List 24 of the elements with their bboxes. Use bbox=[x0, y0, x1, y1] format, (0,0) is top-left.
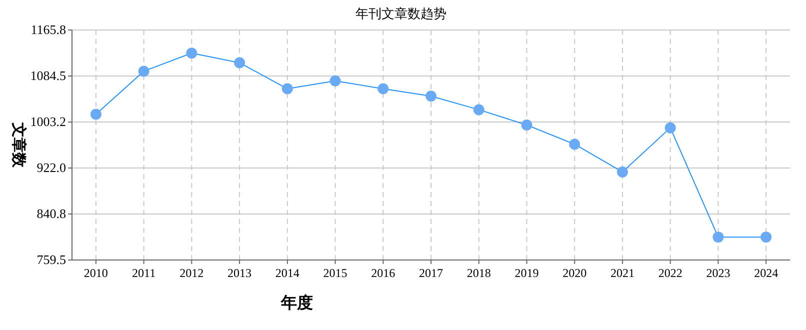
x-tick-label: 2010 bbox=[84, 266, 108, 280]
x-tick-label: 2022 bbox=[658, 266, 682, 280]
y-tick-label: 1003.2 bbox=[30, 114, 66, 130]
x-tick-label: 2020 bbox=[562, 266, 587, 280]
x-tick-label: 2014 bbox=[275, 266, 300, 280]
y-tick-label: 840.8 bbox=[36, 206, 66, 221]
y-tick-label: 1084.5 bbox=[30, 68, 66, 84]
x-tick-label: 2012 bbox=[180, 266, 204, 280]
x-tick-label: 2021 bbox=[610, 266, 634, 280]
x-tick-label: 2018 bbox=[466, 266, 491, 280]
x-tick-label: 2011 bbox=[132, 266, 156, 280]
y-tick-label: 759.5 bbox=[36, 252, 66, 267]
x-tick-label: 2013 bbox=[228, 266, 252, 280]
x-tick-label: 2024 bbox=[754, 266, 778, 280]
x-tick-label: 2017 bbox=[419, 266, 443, 280]
y-tick-label: 1165.8 bbox=[30, 22, 66, 37]
y-axis-title: 文章数 bbox=[10, 122, 28, 168]
x-tick-label: 2023 bbox=[706, 266, 730, 280]
x-tick-label: 2015 bbox=[323, 266, 348, 280]
chart-title: 年刊文章数趋势 bbox=[356, 6, 446, 21]
x-tick-label: 2016 bbox=[371, 266, 396, 280]
x-tick-label: 2019 bbox=[514, 266, 539, 280]
x-axis-title: 年度 bbox=[280, 293, 313, 312]
y-tick-label: 922.0 bbox=[36, 160, 66, 176]
